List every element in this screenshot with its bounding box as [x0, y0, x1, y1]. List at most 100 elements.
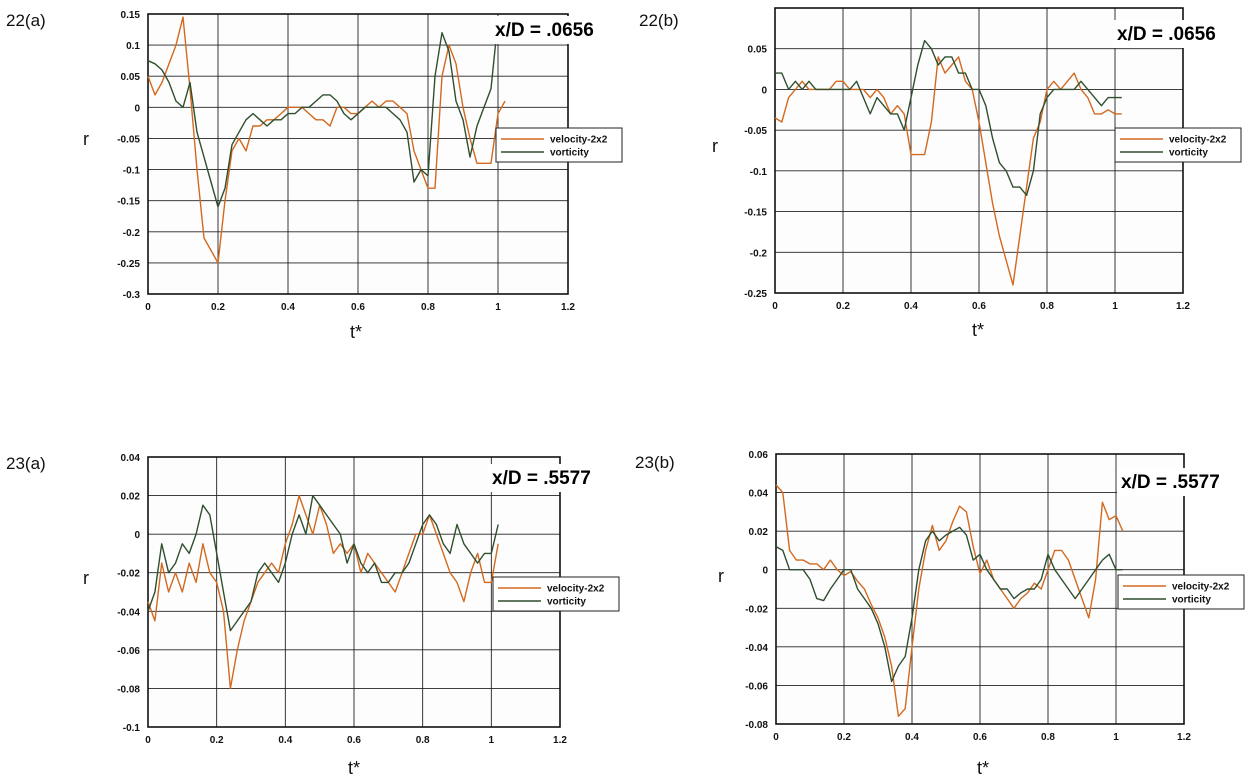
- y-tick-label: -0.05: [744, 126, 767, 137]
- y-tick-label: -0.06: [745, 681, 768, 692]
- legend-label-velocity: velocity-2x2: [550, 135, 608, 146]
- x-tick-label: 0.2: [837, 732, 851, 743]
- y-tick-label: -0.1: [750, 167, 768, 178]
- y-tick-label: -0.08: [745, 720, 768, 731]
- series-line-vorticity: [147, 20, 499, 208]
- series-line-vorticity: [775, 39, 1122, 197]
- x-tick-label: 0.4: [278, 735, 292, 746]
- y-tick-label: 0: [134, 103, 140, 114]
- legend-label-velocity: velocity-2x2: [547, 584, 605, 595]
- legend-label-velocity: velocity-2x2: [1172, 582, 1230, 593]
- series-line-velocity: [774, 56, 1122, 286]
- y-tick-label: 0: [134, 530, 140, 541]
- x-tick-label: 1.2: [553, 735, 567, 746]
- y-tick-label: -0.04: [745, 643, 768, 654]
- x-tick-label: 0.4: [905, 732, 919, 743]
- x-tick-label: 1.2: [561, 302, 575, 313]
- y-tick-label: -0.25: [117, 259, 140, 270]
- x-axis-title: t*: [350, 322, 362, 342]
- x-tick-label: 0: [773, 732, 779, 743]
- x-tick-label: 1.2: [1177, 732, 1191, 743]
- x-tick-label: 0: [145, 735, 151, 746]
- series-line-velocity: [147, 16, 506, 264]
- x-tick-label: 0: [772, 301, 778, 312]
- x-tick-label: 0.6: [973, 732, 987, 743]
- x-axis-title: t*: [972, 320, 984, 340]
- legend-box: [1117, 574, 1245, 610]
- x-tick-label: 0.2: [836, 301, 850, 312]
- legend-label-vorticity: vorticity: [1169, 148, 1208, 159]
- y-axis-title: r: [83, 568, 89, 588]
- x-tick-label: 0.6: [347, 735, 361, 746]
- annotation-backing: [1113, 20, 1247, 48]
- x-tick-label: 0.8: [421, 302, 435, 313]
- y-tick-label: -0.2: [123, 228, 141, 239]
- panel-label: 22(a): [6, 11, 46, 30]
- x-tick-label: 0.6: [972, 301, 986, 312]
- x-tick-label: 1: [1113, 732, 1119, 743]
- y-tick-label: 0.02: [749, 527, 769, 538]
- x-tick-label: 0.8: [1040, 301, 1054, 312]
- legend-label-vorticity: vorticity: [1172, 595, 1211, 606]
- y-tick-label: -0.25: [744, 289, 767, 300]
- x-tick-label: 0.8: [1041, 732, 1055, 743]
- legend-label-vorticity: vorticity: [550, 148, 589, 159]
- y-tick-label: 0.05: [748, 45, 768, 56]
- panel-label: 22(b): [639, 11, 679, 30]
- y-tick-label: 0.05: [121, 72, 141, 83]
- series-line-vorticity: [147, 494, 499, 632]
- x-axis-title: t*: [348, 758, 360, 778]
- y-tick-label: -0.05: [117, 134, 140, 145]
- chart-23a: 23(a) 0 0.2 0.4 0.6 0.8 1 1.2 -0.1 -0.08 -0.06 -0.0…: [6, 453, 622, 778]
- chart-23b: 23(b) 0 0.2 0.4 0.6 0.8 1 1.2 -0.08 -0.06 -0.04 -0.…: [635, 450, 1251, 778]
- x-tick-label: 0: [145, 302, 151, 313]
- x-tick-label: 1: [495, 302, 501, 313]
- annotation-xd: x/D = .0656: [1117, 24, 1216, 45]
- y-tick-label: 0.04: [121, 453, 141, 464]
- legend-box: [495, 127, 623, 163]
- chart-22b: 22(b) 0 0.2 0.4 0.6 0.8 1 1.2 -0.25 -0.2 -0.15 -0.1…: [639, 7, 1247, 340]
- annotation-xd: x/D = .5577: [492, 468, 591, 489]
- y-tick-label: -0.1: [123, 723, 141, 734]
- x-tick-label: 1: [489, 735, 495, 746]
- y-tick-label: -0.02: [117, 569, 140, 580]
- x-tick-label: 0.4: [281, 302, 295, 313]
- legend-label-vorticity: vorticity: [547, 597, 586, 608]
- y-tick-label: 0.1: [126, 41, 140, 52]
- y-tick-label: -0.2: [750, 248, 768, 259]
- y-axis-title: r: [83, 129, 89, 149]
- y-tick-label: -0.06: [117, 646, 140, 657]
- annotation-xd: x/D = .5577: [1121, 472, 1220, 493]
- y-tick-label: -0.15: [744, 208, 767, 219]
- y-tick-label: 0: [762, 566, 768, 577]
- y-tick-label: -0.08: [117, 684, 140, 695]
- y-tick-label: -0.02: [745, 604, 768, 615]
- legend-label-velocity: velocity-2x2: [1169, 135, 1227, 146]
- annotation-backing: [1117, 468, 1251, 496]
- series-line-velocity: [147, 494, 499, 690]
- annotation-xd: x/D = .0656: [495, 20, 594, 41]
- series-line-vorticity: [775, 526, 1123, 683]
- y-tick-label: -0.1: [123, 166, 141, 177]
- x-tick-label: 0.4: [904, 301, 918, 312]
- x-tick-label: 0.2: [210, 735, 224, 746]
- legend-box: [1114, 127, 1242, 163]
- y-tick-label: 0.15: [121, 10, 141, 21]
- x-tick-label: 0.6: [351, 302, 365, 313]
- x-tick-label: 0.2: [211, 302, 225, 313]
- y-tick-label: 0.06: [749, 450, 769, 461]
- x-axis-title: t*: [977, 758, 989, 778]
- y-tick-label: 0: [761, 85, 767, 96]
- chart-22a: 22(a) 0 0.2 0.4 0.6 0.8 1 1.2 -0.3 -0.25 -0.2 -0.15…: [6, 10, 625, 342]
- y-tick-label: 0.04: [749, 489, 769, 500]
- annotation-backing: [491, 16, 625, 44]
- panel-label: 23(a): [6, 454, 46, 473]
- panel-label: 23(b): [635, 453, 675, 472]
- x-tick-label: 1: [1112, 301, 1118, 312]
- x-tick-label: 0.8: [416, 735, 430, 746]
- y-tick-label: 0.02: [121, 492, 141, 503]
- annotation-backing: [488, 464, 622, 492]
- y-axis-title: r: [712, 136, 718, 156]
- y-tick-label: -0.04: [117, 607, 140, 618]
- y-tick-label: -0.15: [117, 197, 140, 208]
